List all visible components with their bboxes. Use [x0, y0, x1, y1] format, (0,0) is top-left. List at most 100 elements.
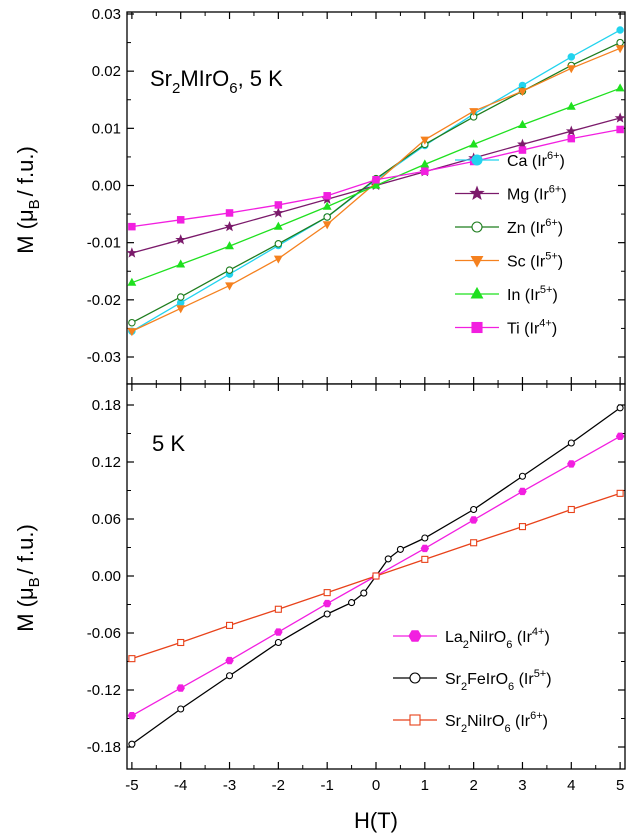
- top-title-sub: 6: [229, 80, 237, 97]
- data-point: [567, 460, 576, 468]
- data-point: [421, 167, 429, 175]
- data-point: [126, 247, 138, 258]
- data-point: [177, 638, 185, 647]
- top-y-axis: 0.03 0.02 0.01 0.00 -0.01 -0.02 -0.03: [87, 6, 625, 384]
- series-Zn: [128, 38, 624, 327]
- legend-label: Mg (Ir6+): [507, 184, 567, 204]
- data-point: [225, 241, 234, 250]
- legend-label-part: 4+: [532, 626, 545, 638]
- data-point: [225, 209, 234, 217]
- legend-label: Zn (Ir6+): [507, 217, 563, 237]
- x-tick-label: -4: [174, 777, 187, 794]
- data-point: [420, 544, 430, 553]
- legend-marker: [471, 321, 483, 334]
- data-point: [518, 119, 527, 129]
- data-point: [615, 83, 625, 92]
- top-title-part: MIrO: [180, 66, 229, 91]
- data-point: [176, 259, 186, 268]
- top-series-layer: [126, 26, 626, 337]
- legend-label-part: Sr: [445, 713, 462, 730]
- legend-label: Sr2NiIrO6 (Ir6+): [445, 710, 548, 735]
- top-ylabel-part: M (: [13, 221, 38, 253]
- data-point: [322, 221, 332, 230]
- x-tick-label: -3: [223, 777, 236, 794]
- y-tick-label: 0.00: [92, 178, 121, 195]
- x-tick-label: -1: [321, 777, 334, 794]
- data-point: [128, 222, 136, 231]
- top-legend: Ca (Ir6+)Mg (Ir6+)Zn (Ir6+)Sc (Ir5+)In (…: [455, 150, 567, 338]
- y-tick-label: 0.12: [92, 454, 121, 471]
- series-In: [127, 83, 625, 286]
- legend-label: In (Ir5+): [507, 284, 558, 304]
- data-point: [616, 489, 624, 497]
- legend-label-part: 5+: [545, 251, 558, 263]
- legend-marker: [470, 286, 484, 299]
- data-point: [396, 545, 404, 553]
- data-point: [360, 589, 368, 597]
- legend-marker: [471, 154, 483, 166]
- data-point: [274, 628, 283, 636]
- data-point: [421, 555, 429, 563]
- bottom-legend: La2NiIrO6 (Ir4+)Sr2FeIrO6 (Ir5+)Sr2NiIrO…: [393, 626, 552, 735]
- top-title-part: Sr: [150, 66, 172, 91]
- data-point: [323, 213, 331, 221]
- data-point: [322, 599, 332, 608]
- series-Sr2FeIrO6: [128, 404, 624, 748]
- legend-label-part: 4+: [539, 318, 552, 330]
- legend-label-part: (Ir: [514, 671, 534, 688]
- legend-label-part: FeIrO: [467, 671, 508, 688]
- top-ylabel-sub: B: [26, 199, 43, 209]
- data-point: [127, 277, 137, 286]
- legend-label-part: NiIrO: [467, 713, 504, 730]
- legend-label-part: Ca (Ir: [507, 153, 548, 170]
- y-tick-label: 0.18: [92, 397, 121, 414]
- data-point: [421, 534, 429, 542]
- data-point: [176, 305, 186, 314]
- legend-marker: [408, 630, 422, 642]
- data-point: [323, 192, 331, 200]
- legend-item: Sr2NiIrO6 (Ir6+): [393, 710, 548, 735]
- legend-item: Sc (Ir5+): [455, 251, 563, 271]
- series-Ti: [128, 125, 624, 231]
- legend-label-part: ): [552, 321, 557, 338]
- top-ylabel-mu: μ: [13, 209, 38, 222]
- data-point: [615, 432, 625, 441]
- panel-bottom: 0.18 0.12 0.06 0.00 -0.06 -0.12 -0.18 -5 -4 -3 -2…: [13, 383, 626, 794]
- legend-label-part: (Ir: [511, 713, 531, 730]
- data-point: [177, 705, 185, 713]
- y-tick-label: 0.01: [92, 120, 121, 137]
- bottom-y-axis-label: M (μB / f.u.): [13, 524, 43, 632]
- legend-label: Sc (Ir5+): [507, 251, 563, 271]
- legend-item: Ti (Ir4+): [455, 318, 557, 338]
- legend-label: La2NiIrO6 (Ir4+): [445, 626, 550, 651]
- data-point: [518, 146, 527, 154]
- legend-label-part: Zn (Ir: [507, 220, 546, 237]
- x-tick-label: 1: [421, 777, 429, 794]
- legend-item: La2NiIrO6 (Ir4+): [393, 626, 550, 651]
- y-tick-label: -0.02: [87, 292, 121, 309]
- x-axis: -5 -4 -3 -2 -1 0 1 2 3 4 5: [125, 777, 624, 794]
- legend-label-part: 6+: [549, 184, 562, 196]
- y-tick-label: 0.06: [92, 511, 121, 528]
- x-tick-label: 3: [518, 777, 526, 794]
- legend-label: Ti (Ir4+): [507, 318, 557, 338]
- bottom-series-layer: [127, 404, 625, 748]
- data-point: [225, 672, 234, 680]
- y-tick-label: -0.01: [87, 235, 121, 252]
- bottom-ylabel-mu: μ: [13, 587, 38, 600]
- legend-label-part: 2: [463, 639, 469, 651]
- legend-label: Sr2FeIrO6 (Ir5+): [445, 668, 552, 693]
- top-title-sub: 2: [172, 80, 180, 97]
- data-point: [518, 88, 527, 97]
- data-point: [224, 220, 235, 232]
- legend-label-part: 6+: [547, 150, 560, 162]
- legend-marker: [471, 221, 483, 233]
- data-point: [128, 318, 136, 327]
- data-point: [273, 255, 283, 264]
- data-point: [614, 112, 626, 123]
- top-panel-title: Sr2MIrO6, 5 K: [150, 66, 283, 97]
- legend-item: Mg (Ir6+): [455, 184, 567, 204]
- data-point: [384, 555, 392, 563]
- data-point: [274, 201, 283, 209]
- legend-label-part: 6+: [545, 217, 558, 229]
